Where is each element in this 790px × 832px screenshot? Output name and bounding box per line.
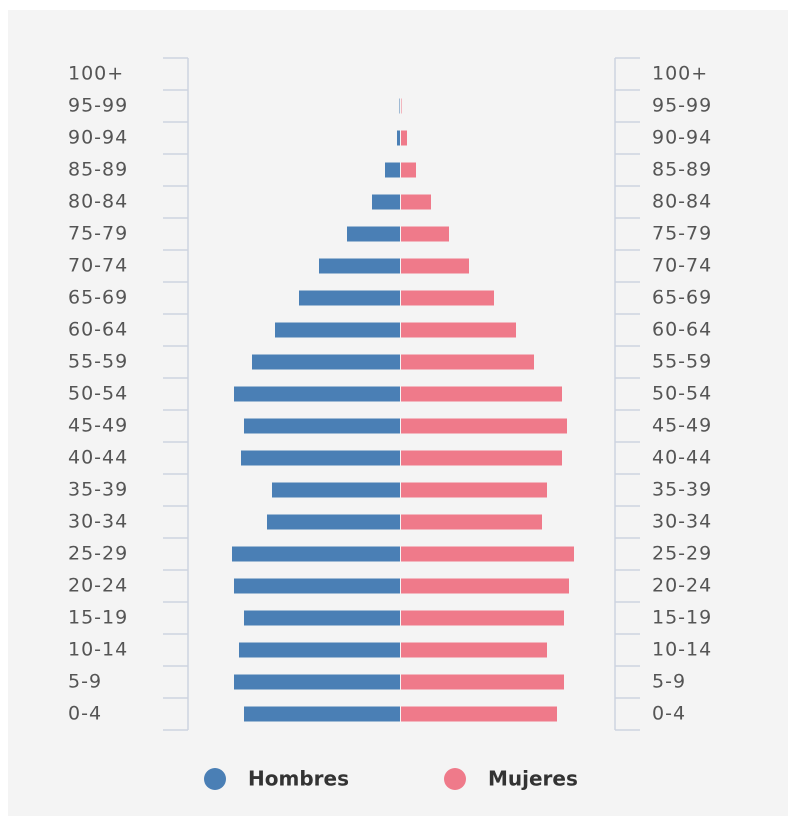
bar [239, 642, 400, 658]
legend-label: Mujeres [488, 767, 578, 791]
y-tick-label: 25-29 [68, 543, 128, 565]
y-tick-label: 90-94 [652, 127, 712, 149]
bar [401, 194, 431, 210]
bar [244, 706, 400, 722]
bar [401, 706, 557, 722]
y-tick-label: 95-99 [68, 95, 128, 117]
bar [401, 450, 562, 466]
bar [401, 418, 567, 434]
bar [397, 130, 400, 146]
bar [401, 226, 449, 242]
y-tick-label: 60-64 [68, 319, 128, 341]
y-tick-label: 35-39 [68, 479, 128, 501]
y-tick-label: 75-79 [652, 223, 712, 245]
y-tick-label: 25-29 [652, 543, 712, 565]
y-tick-label: 20-24 [68, 575, 128, 597]
y-tick-label: 10-14 [652, 639, 712, 661]
bar [401, 674, 564, 690]
y-tick-label: 70-74 [652, 255, 712, 277]
y-tick-label: 30-34 [68, 511, 128, 533]
legend-marker [444, 768, 466, 790]
y-tick-label: 35-39 [652, 479, 712, 501]
bar [401, 290, 494, 306]
bar [399, 98, 400, 114]
bar [401, 578, 569, 594]
y-tick-label: 60-64 [652, 319, 712, 341]
y-tick-label: 80-84 [68, 191, 128, 213]
bar [385, 162, 400, 178]
y-tick-label: 10-14 [68, 639, 128, 661]
legend-marker [204, 768, 226, 790]
y-tick-label: 55-59 [68, 351, 128, 373]
y-tick-label: 55-59 [652, 351, 712, 373]
bar [272, 482, 400, 498]
y-tick-label: 50-54 [68, 383, 128, 405]
y-tick-label: 85-89 [68, 159, 128, 181]
bar [299, 290, 400, 306]
bar [401, 642, 547, 658]
y-tick-label: 70-74 [68, 255, 128, 277]
bar [401, 386, 562, 402]
y-tick-label: 65-69 [68, 287, 128, 309]
bar [401, 130, 407, 146]
bar [275, 322, 400, 338]
y-tick-label: 90-94 [68, 127, 128, 149]
y-tick-label: 45-49 [68, 415, 128, 437]
y-tick-label: 15-19 [652, 607, 712, 629]
bar [401, 258, 469, 274]
y-tick-label: 80-84 [652, 191, 712, 213]
bar [234, 386, 400, 402]
bar [401, 482, 547, 498]
y-tick-label: 50-54 [652, 383, 712, 405]
y-tick-label: 30-34 [652, 511, 712, 533]
y-tick-label: 95-99 [652, 95, 712, 117]
bar [234, 578, 400, 594]
y-tick-label: 40-44 [68, 447, 128, 469]
y-tick-label: 100+ [652, 63, 708, 85]
bar [401, 610, 564, 626]
y-tick-label: 20-24 [652, 575, 712, 597]
bar [241, 450, 400, 466]
y-tick-label: 5-9 [652, 671, 686, 693]
bar [401, 354, 534, 370]
bar [252, 354, 400, 370]
y-tick-label: 0-4 [68, 703, 102, 725]
y-tick-label: 75-79 [68, 223, 128, 245]
bar [232, 546, 400, 562]
bar [401, 322, 516, 338]
bar [372, 194, 400, 210]
y-tick-label: 100+ [68, 63, 124, 85]
bar [347, 226, 400, 242]
bar [401, 514, 542, 530]
bar [234, 674, 400, 690]
y-tick-label: 45-49 [652, 415, 712, 437]
bar [244, 610, 400, 626]
y-tick-label: 5-9 [68, 671, 102, 693]
legend-label: Hombres [248, 767, 349, 791]
y-tick-label: 15-19 [68, 607, 128, 629]
bar [244, 418, 400, 434]
y-tick-label: 65-69 [652, 287, 712, 309]
bar [319, 258, 400, 274]
bar [401, 162, 416, 178]
y-tick-label: 0-4 [652, 703, 686, 725]
y-tick-label: 85-89 [652, 159, 712, 181]
bar [401, 98, 402, 114]
bar [267, 514, 400, 530]
bar [401, 546, 574, 562]
y-tick-label: 40-44 [652, 447, 712, 469]
